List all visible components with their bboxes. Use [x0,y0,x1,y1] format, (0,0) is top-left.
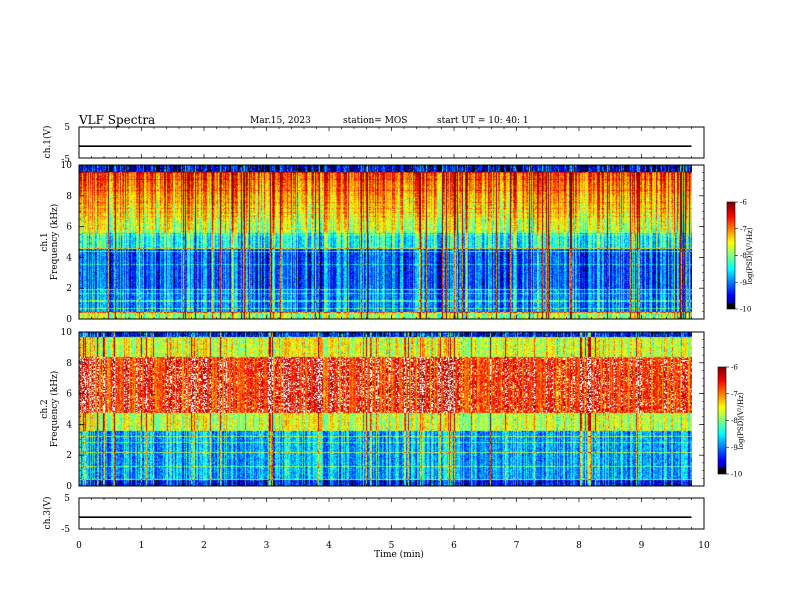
ch2-colorbar [718,367,726,474]
ch1-colorbar-tick-label: -6 [740,199,747,207]
ch1-spec-ytick-label: 10 [61,161,73,171]
ch2-spec-ytick-label: 10 [61,328,73,338]
x-axis-tick-label: 6 [451,541,457,551]
ch3-waveform-panel: 5 -5 ch.3(V) [42,494,705,535]
ch2-colorbar-tick-label: -9 [731,444,738,452]
ch1-spec-ytick-label: 6 [66,223,72,233]
ch2-colorbar-ticks: -6 -7 -8 -9 -10 [726,364,742,479]
ch3-wave-ylabel: ch.3(V) [42,497,53,530]
x-axis-tick-label: 10 [698,541,710,551]
ch2-spec-ytick-label: 0 [66,482,72,492]
ch2-spectrogram-image [79,332,692,486]
ch2-colorbar-tick-label: -7 [731,390,738,398]
x-axis-tick-label: 3 [264,541,270,551]
x-axis-tick-label: 7 [514,541,520,551]
ch1-colorbar-tick-label: -10 [740,306,751,314]
header-station: station= MOS [343,116,407,126]
ch1-colorbar-ticks: -6 -7 -8 -9 -10 [735,199,751,314]
ch1-spec-ytick-label: 2 [66,284,72,294]
ch1-colorbar-label: log(PSD)(V²/Hz) [746,227,754,284]
ch3-waveform-ticks [78,498,705,529]
x-axis-tick-label: 0 [76,541,82,551]
ch1-spec-ticks: 0 2 4 6 8 10 [61,161,705,325]
ch2-spec-ytick-label: 4 [66,420,72,430]
ch1-spectrogram-panel: 0 2 4 6 8 10 ch.1 Frequency (kHz) -6 -7 -8 -9 -10… [40,161,754,325]
x-axis-tick-label: 4 [326,541,332,551]
ch1-colorbar-tick-label: -8 [740,252,747,260]
ch2-colorbar-tick-label: -6 [731,364,738,372]
ch2-colorbar-tick-label: -10 [731,471,742,479]
ch3-wave-ytick-bottom: -5 [61,525,70,535]
ch1-spec-ylabel-channel: ch.1 [40,232,50,251]
x-axis-tick-label: 8 [576,541,582,551]
ch2-spec-ylabel-channel: ch.2 [40,399,50,418]
ch2-spec-ytick-label: 8 [66,359,72,369]
ch2-spectrogram-panel: 0 2 4 6 8 10 ch.2 Frequency (kHz) -6 -7 -8 -9 -10… [40,328,745,492]
x-axis-tick-label: 5 [389,541,395,551]
ch1-wave-ytick-top: 5 [64,123,70,133]
ch2-colorbar-label: log(PSD)(V²/Hz) [737,392,745,449]
ch1-spec-ytick-label: 4 [66,253,72,263]
header-date: Mar.15, 2023 [250,116,311,126]
ch3-wave-ytick-top: 5 [64,494,70,504]
x-axis-tick-labels: 0 1 2 3 4 5 6 7 8 9 10 [76,541,710,551]
ch2-spec-ytick-label: 6 [66,390,72,400]
ch1-spec-ylabel-frequency: Frequency (kHz) [49,204,60,281]
ch2-spec-ytick-label: 2 [66,451,72,461]
ch1-colorbar-tick-label: -9 [740,279,747,287]
x-axis-tick-label: 2 [201,541,207,551]
ch1-wave-ylabel: ch.1(V) [42,126,53,159]
ch1-wave-ytick-bottom: -5 [61,155,70,165]
ch1-colorbar [727,202,735,309]
ch1-spectrogram-image [79,165,692,319]
ch2-colorbar-tick-label: -8 [731,417,738,425]
x-axis-tick-label: 1 [139,541,145,551]
ch3-waveform-frame [78,497,705,530]
x-axis-tick-label: 9 [639,541,645,551]
ch1-waveform-panel: 5 -5 ch.1(V) [42,123,705,165]
ch2-spec-ylabel-frequency: Frequency (kHz) [49,371,60,448]
ch1-spec-ytick-label: 8 [66,192,72,202]
ch1-spec-ytick-label: 0 [66,315,72,325]
ch1-colorbar-tick-label: -7 [740,225,747,233]
ch1-waveform-frame [78,126,705,159]
ch1-waveform-ticks [78,127,705,158]
x-axis-label: Time (min) [374,549,424,560]
figure-title: VLF Spectra [78,113,155,127]
header-start-time: start UT = 10: 40: 1 [437,116,529,126]
ch2-spec-ticks: 0 2 4 6 8 10 [61,328,705,492]
